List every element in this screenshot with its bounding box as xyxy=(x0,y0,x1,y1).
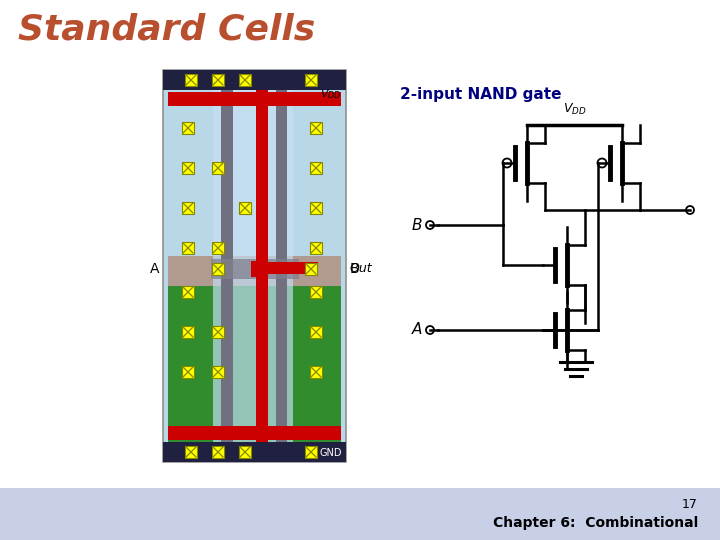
Bar xyxy=(168,426,341,440)
Bar xyxy=(256,90,268,442)
Text: A: A xyxy=(150,262,159,276)
Bar xyxy=(239,202,251,214)
Text: Standard Cells: Standard Cells xyxy=(18,13,315,47)
Bar xyxy=(221,90,233,442)
Bar xyxy=(182,286,194,298)
Bar xyxy=(276,90,287,442)
Bar xyxy=(212,326,224,338)
Bar xyxy=(0,488,720,540)
Bar xyxy=(263,262,318,274)
Text: Out: Out xyxy=(350,261,373,274)
Bar xyxy=(310,326,322,338)
Bar xyxy=(168,92,341,106)
Bar xyxy=(185,446,197,458)
Text: $V_{DD}$: $V_{DD}$ xyxy=(563,102,586,117)
Bar xyxy=(212,366,224,378)
Bar xyxy=(212,446,224,458)
Bar xyxy=(185,74,197,86)
Bar xyxy=(305,263,317,275)
Bar xyxy=(213,90,293,442)
Bar xyxy=(163,442,346,462)
Bar xyxy=(182,326,194,338)
Bar xyxy=(310,286,322,298)
Bar xyxy=(305,446,317,458)
Bar xyxy=(163,70,346,90)
Bar xyxy=(213,90,293,442)
Bar xyxy=(163,70,346,462)
Bar xyxy=(310,162,322,174)
Bar xyxy=(212,263,224,275)
Bar xyxy=(239,74,251,86)
Bar xyxy=(182,202,194,214)
Bar xyxy=(168,286,341,442)
Text: B: B xyxy=(412,218,422,233)
Text: 2-input NAND gate: 2-input NAND gate xyxy=(400,87,562,103)
Bar xyxy=(182,162,194,174)
Bar xyxy=(212,162,224,174)
Text: $V_{DD}$: $V_{DD}$ xyxy=(320,87,341,101)
Bar xyxy=(310,202,322,214)
Text: Chapter 6:  Combinational: Chapter 6: Combinational xyxy=(492,516,698,530)
Bar xyxy=(182,366,194,378)
Bar xyxy=(182,242,194,254)
Text: A: A xyxy=(412,322,422,338)
Bar xyxy=(168,256,341,442)
Text: 17: 17 xyxy=(682,497,698,510)
Text: B: B xyxy=(350,262,359,276)
Bar xyxy=(310,242,322,254)
Bar xyxy=(310,366,322,378)
Text: GND: GND xyxy=(320,448,342,458)
Bar xyxy=(182,122,194,134)
Bar xyxy=(310,122,322,134)
Bar xyxy=(211,259,299,279)
Bar xyxy=(212,242,224,254)
Bar xyxy=(212,74,224,86)
Bar xyxy=(251,261,267,277)
Bar xyxy=(305,74,317,86)
Bar xyxy=(239,446,251,458)
